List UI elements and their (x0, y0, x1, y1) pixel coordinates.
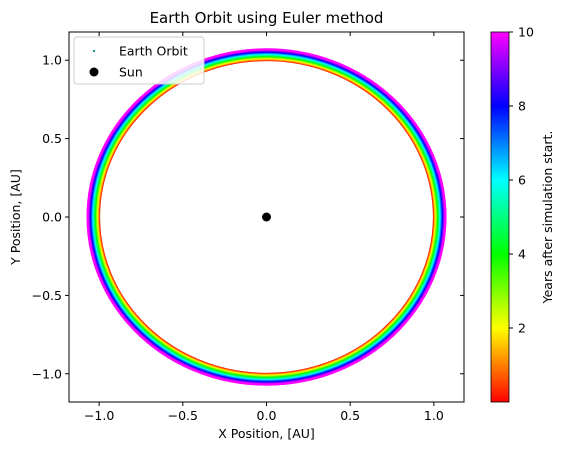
legend-sun-label: Sun (119, 65, 143, 80)
x-tick-label: 0.0 (257, 408, 277, 423)
orbit-ring (86, 48, 447, 386)
legend-earth-orbit-label: Earth Orbit (119, 44, 188, 59)
legend: Earth Orbit Sun (73, 36, 205, 85)
x-tick-label: 0.5 (340, 408, 360, 423)
legend-earth-orbit-marker (92, 49, 96, 53)
sun-marker (262, 212, 271, 222)
y-tick-label: −0.5 (32, 288, 62, 303)
colorbar-tick-label: 6 (518, 173, 526, 188)
y-tick-label: 1.0 (42, 53, 62, 68)
x-tick-label: 1.0 (424, 408, 444, 423)
y-axis: −1.0 −0.5 0.0 0.5 1.0 (32, 53, 464, 381)
x-tick-label: −0.5 (168, 408, 198, 423)
colorbar: 2 4 6 8 10 Years after simulation start. (490, 25, 555, 403)
legend-box (73, 36, 205, 85)
y-tick-label: 0.0 (42, 210, 62, 225)
y-axis-label: Y Position, [AU] (8, 169, 23, 266)
colorbar-tick-label: 10 (518, 25, 534, 40)
legend-sun-marker (89, 67, 99, 77)
y-tick-label: 0.5 (42, 131, 62, 146)
y-tick-label: −1.0 (32, 366, 62, 381)
orbit-series (86, 48, 447, 386)
colorbar-tick-label: 8 (518, 99, 526, 114)
x-axis: −1.0 −0.5 0.0 0.5 1.0 (84, 32, 444, 423)
colorbar-tick-label: 2 (518, 321, 526, 336)
colorbar-label: Years after simulation start. (540, 131, 555, 305)
colorbar-tick-label: 4 (518, 247, 526, 262)
x-tick-label: −1.0 (84, 408, 114, 423)
chart-title: Earth Orbit using Euler method (150, 9, 384, 27)
x-axis-label: X Position, [AU] (218, 426, 315, 441)
colorbar-axis: 2 4 6 8 10 (509, 25, 534, 336)
colorbar-gradient (490, 31, 510, 403)
